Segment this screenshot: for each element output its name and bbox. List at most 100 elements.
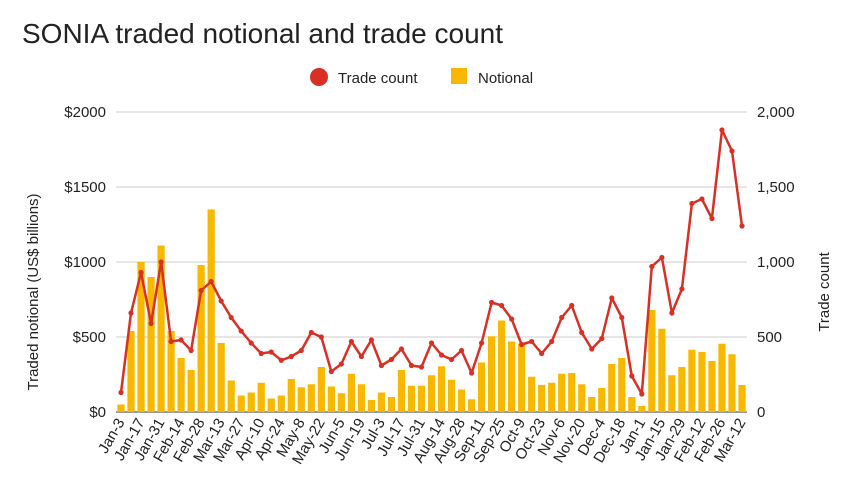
trade-count-point [639,391,645,397]
trade-count-point [238,328,244,334]
notional-bar [327,386,335,412]
trade-count-point [519,341,525,348]
notional-bar [297,387,305,412]
notional-bar [427,375,436,412]
trade-count-point [228,314,234,321]
trade-count-point [589,346,595,352]
notional-legend-label: Notional [478,70,533,87]
trade-count-point [338,361,344,367]
trade-count-point [629,373,635,379]
notional-bar [137,262,145,412]
notional-bar [357,384,365,412]
trade-count-point [729,148,735,154]
trade-count-point [529,338,535,345]
y-right-tick-label: 500 [757,329,782,346]
notional-bar [387,397,396,412]
notional-bar [157,245,165,412]
notional-bar [237,395,245,412]
notional-legend-marker [451,68,467,84]
trade-count-point [659,254,665,261]
trade-count-point [348,338,354,345]
trade-count-point [378,362,385,369]
notional-bar [558,373,566,412]
notional-bar [467,399,476,412]
notional-bar [407,385,416,412]
notional-bar [437,366,446,412]
notional-bar [618,358,626,412]
trade-count-point [539,350,545,357]
trade-count-point [719,127,725,133]
notional-bar [498,320,506,412]
trade-count-point [649,263,655,270]
trade-count-legend-marker [310,68,328,86]
trade-count-point [418,364,425,370]
trade-count-point [148,320,154,327]
notional-bar [147,277,155,412]
notional-bar [247,392,255,412]
y-left-tick-label: $1000 [64,254,106,271]
notional-bar [588,397,596,412]
notional-bar [447,379,456,412]
trade-count-point [298,347,304,354]
notional-bar [688,349,696,412]
notional-bar [167,331,175,412]
notional-bar [267,398,275,412]
trade-count-point [328,368,334,375]
trade-count-point [158,259,164,265]
notional-bar [718,343,726,412]
y-left-tick-label: $500 [73,329,106,346]
notional-bar [548,382,556,412]
notional-bar [367,400,376,412]
y-right-tick-label: 0 [757,404,765,421]
y-left-tick-label: $1500 [64,179,106,196]
trade-count-line [118,127,745,397]
trade-count-point [178,337,184,343]
notional-bar [337,393,345,412]
notional-bar [207,209,215,412]
trade-count-point [699,196,705,202]
notional-bar [598,388,606,412]
trade-count-point [218,298,224,304]
notional-bar [477,362,486,412]
notional-bar [317,367,325,412]
notional-bar [578,384,586,412]
trade-count-point [188,347,194,354]
legend[interactable]: Trade count Notional [310,68,533,87]
trade-count-point [208,278,214,285]
trade-count-point [689,200,695,207]
trade-count-point [669,310,675,316]
notional-bar [277,395,285,412]
notional-bar [127,331,135,412]
trade-count-point [679,286,685,292]
trade-count-point [509,316,515,322]
trade-count-point [278,357,284,363]
trade-count-point [288,353,294,360]
y-right-tick-label: 2,000 [757,104,795,121]
y-left-axis-title: Traded notional (US$ billions) [25,193,42,390]
notional-bar [628,397,636,412]
y-right-tick-label: 1,000 [757,254,795,271]
trade-count-point [268,349,274,355]
trade-count-point [248,340,254,346]
notional-bar [377,392,386,412]
trade-count-point [559,314,565,321]
notional-bar [568,373,576,412]
trade-count-point [398,346,405,352]
trade-count-point [368,337,375,343]
trade-count-point [168,338,174,345]
trade-count-point [619,314,625,321]
y-right-tick-label: 1,500 [757,179,795,196]
notional-bar [177,358,185,412]
notional-bar [397,370,406,412]
trade-count-point [609,295,615,301]
notional-bar [307,384,315,412]
trade-count-point [478,340,485,346]
notional-bar [538,385,546,412]
notional-bar [257,382,265,412]
notional-bar [227,380,235,412]
notional-bar [417,385,426,412]
trade-count-point [468,370,475,376]
notional-bar [457,389,466,412]
notional-bar [668,375,676,412]
